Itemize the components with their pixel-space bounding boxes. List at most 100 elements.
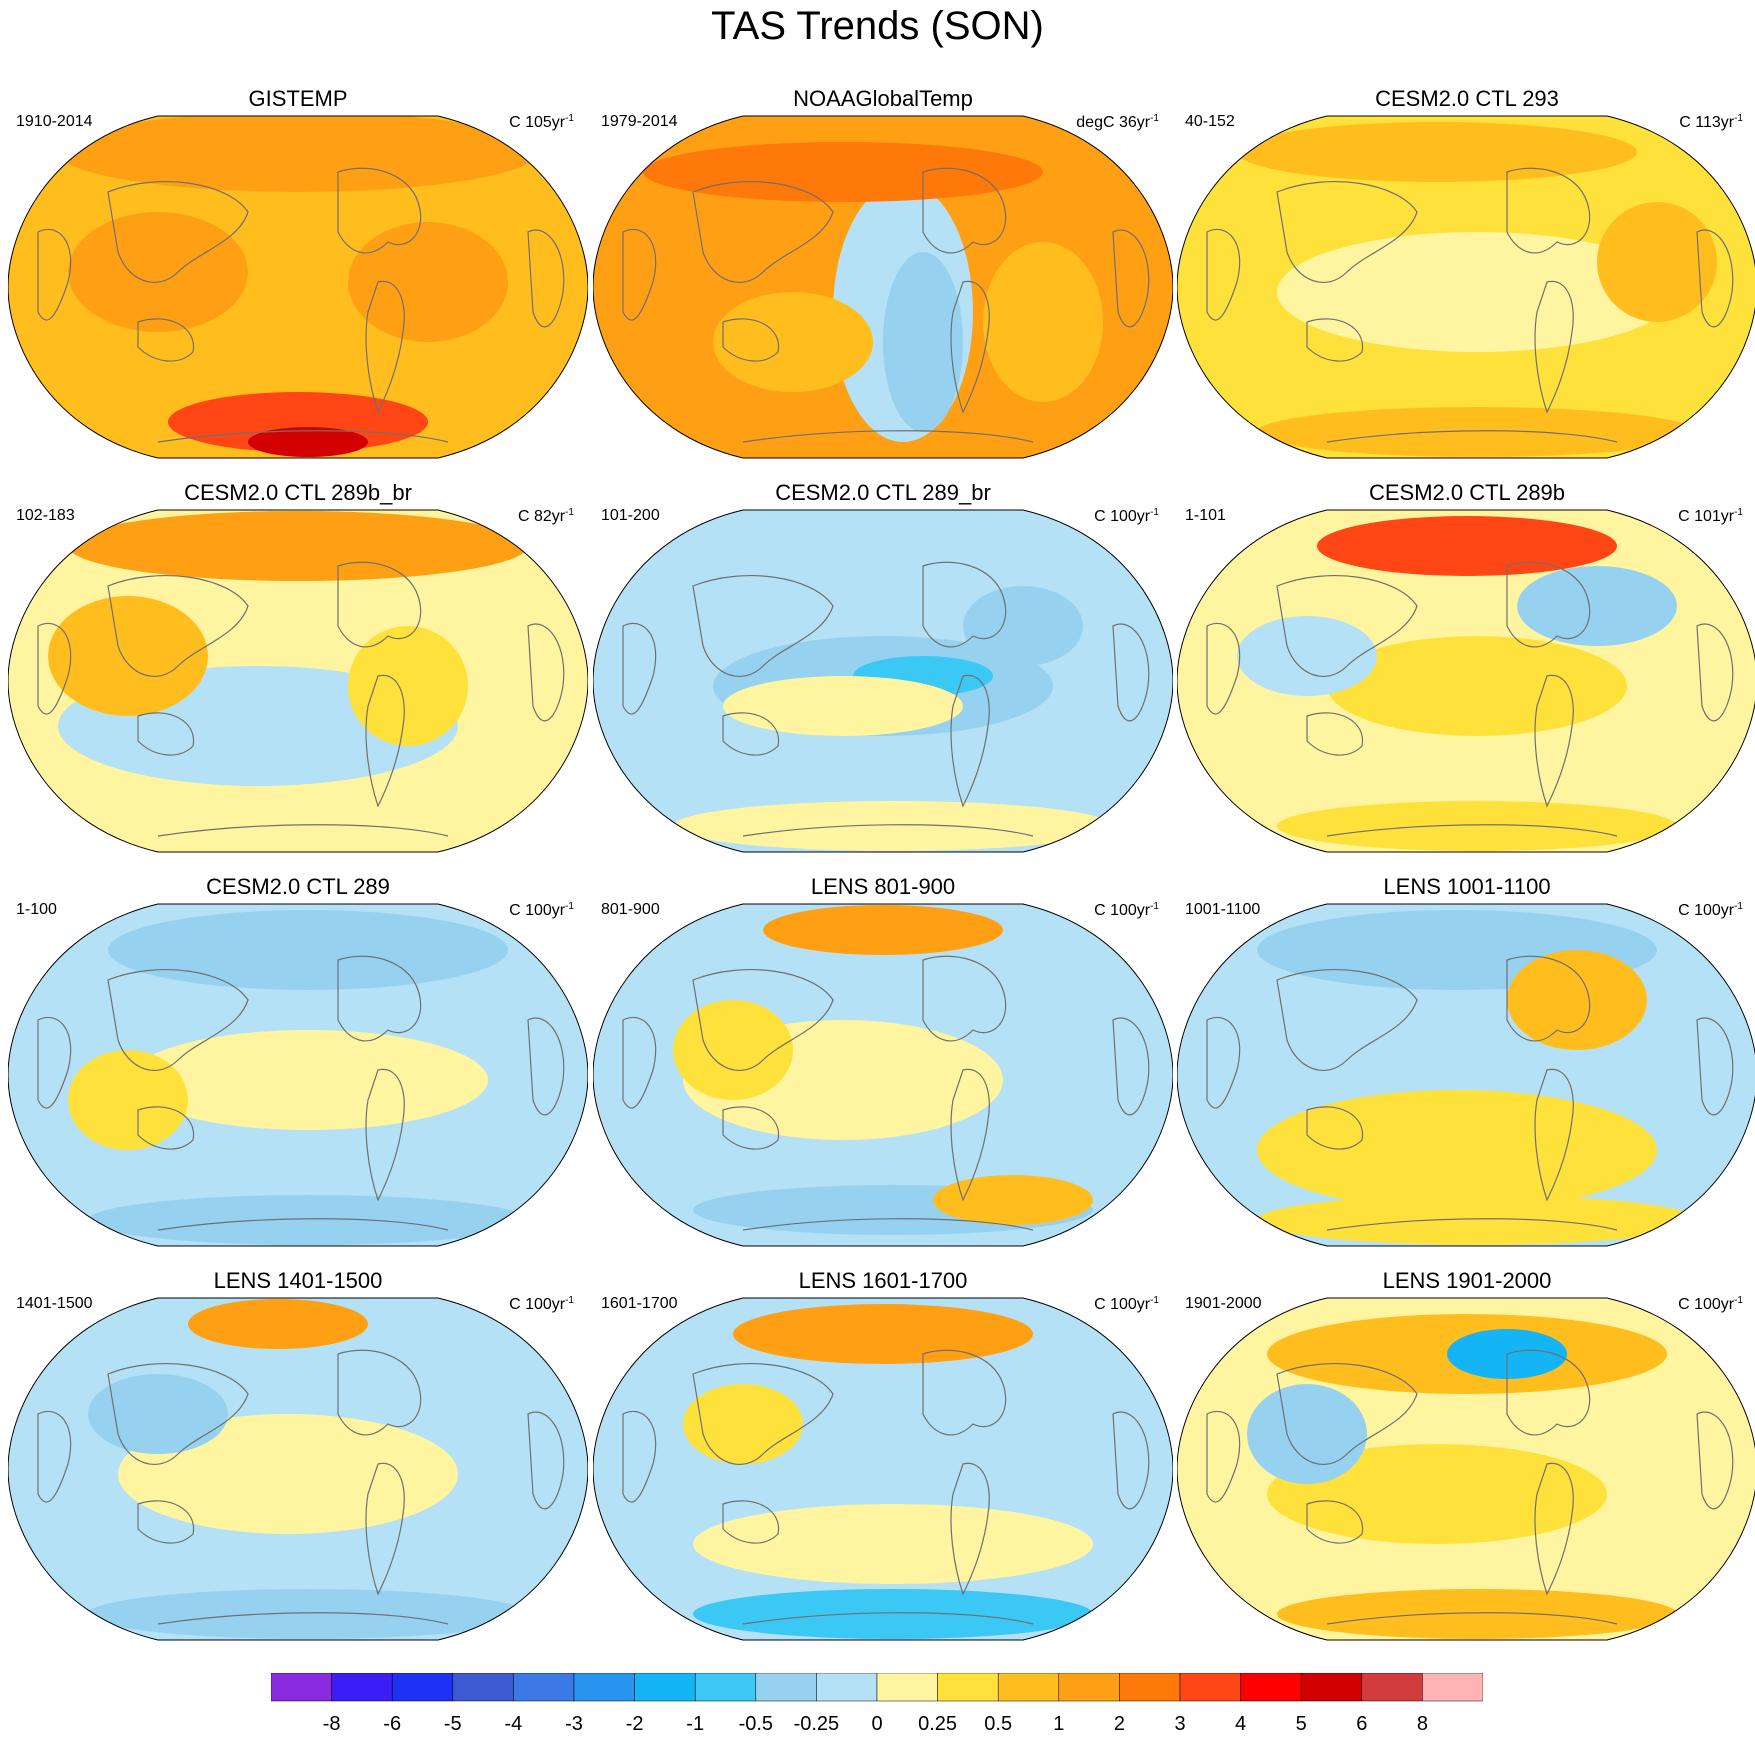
- robinson-map: [8, 509, 588, 853]
- colorbar-swatch: [1119, 1673, 1181, 1702]
- map-panel: GISTEMP 1910-2014 C 105yr-1: [8, 86, 588, 481]
- panel-title: CESM2.0 CTL 289b_br: [184, 480, 412, 505]
- colorbar-tick-label: 5: [1295, 1713, 1307, 1735]
- colorbar-tick-label: -0.25: [793, 1713, 840, 1735]
- colorbar-tick-label: 0.5: [984, 1713, 1013, 1735]
- colorbar-swatch: [876, 1673, 938, 1702]
- panel-period-label: 40-152: [1185, 113, 1235, 130]
- robinson-map: [1177, 115, 1755, 459]
- panel-units-label: C 101yr-1: [1678, 507, 1743, 525]
- map-panel: CESM2.0 CTL 289b_br 102-183 C 82yr-1: [8, 480, 588, 875]
- panel-period-label: 1910-2014: [16, 113, 93, 130]
- panel-title: LENS 1901-2000: [1382, 1268, 1552, 1293]
- robinson-map: [1177, 1297, 1755, 1641]
- colorbar-swatch: [694, 1673, 757, 1702]
- colorbar-tick-label: -4: [504, 1713, 523, 1735]
- panel-units-label: C 100yr-1: [509, 1295, 574, 1313]
- panel-units-label: C 100yr-1: [1094, 1295, 1159, 1313]
- panel-period-label: 1-100: [16, 901, 57, 918]
- robinson-map: [593, 509, 1173, 853]
- panel-period-label: 1-101: [1185, 507, 1226, 524]
- colorbar-tick-label: 4: [1235, 1713, 1247, 1735]
- colorbar-swatch: [1361, 1673, 1423, 1702]
- panel-period-label: 102-183: [16, 507, 75, 524]
- panel-title: LENS 1001-1100: [1383, 874, 1551, 899]
- colorbar-swatch: [452, 1673, 514, 1702]
- colorbar-swatch: [755, 1673, 817, 1702]
- colorbar-tick-label: 2: [1113, 1713, 1125, 1735]
- colorbar-tick-label: -1: [686, 1713, 705, 1735]
- map-panel: CESM2.0 CTL 289_br 101-200 C 100yr-1: [593, 480, 1173, 875]
- colorbar-tick-label: 8: [1416, 1713, 1428, 1735]
- colorbar-swatch: [271, 1673, 332, 1702]
- panel-title: LENS 1601-1700: [798, 1268, 968, 1293]
- colorbar-tick-label: 0.25: [918, 1713, 958, 1735]
- panel-units-label: C 113yr-1: [1679, 113, 1743, 131]
- robinson-map: [1177, 903, 1755, 1247]
- panel-units-label: degC 36yr-1: [1076, 113, 1159, 131]
- colorbar-tick-label: 1: [1053, 1713, 1065, 1735]
- colorbar-swatch: [816, 1673, 878, 1702]
- robinson-map: [593, 903, 1173, 1247]
- panel-title: GISTEMP: [248, 86, 348, 111]
- map-panel: NOAAGlobalTemp 1979-2014 degC 36yr-1: [593, 86, 1173, 481]
- panel-units-label: C 100yr-1: [1678, 1295, 1743, 1313]
- panel-period-label: 1601-1700: [601, 1295, 678, 1312]
- colorbar-tick-label: 3: [1174, 1713, 1186, 1735]
- robinson-map: [8, 1297, 588, 1641]
- colorbar-swatch: [573, 1673, 635, 1702]
- robinson-map: [8, 115, 588, 459]
- colorbar: [271, 1673, 1483, 1702]
- panel-title: LENS 801-900: [810, 874, 956, 899]
- panel-units-label: C 100yr-1: [1094, 507, 1159, 525]
- panel-title: CESM2.0 CTL 289_br: [775, 480, 991, 505]
- colorbar-tick-label: -2: [625, 1713, 644, 1735]
- colorbar-swatch: [997, 1673, 1060, 1702]
- map-panel: LENS 1901-2000 1901-2000 C 100yr-1: [1177, 1268, 1755, 1663]
- robinson-map: [8, 903, 588, 1247]
- panel-period-label: 1979-2014: [601, 113, 678, 130]
- colorbar-swatch: [634, 1673, 696, 1702]
- colorbar-tick-label: 0: [871, 1713, 883, 1735]
- colorbar-swatch: [513, 1673, 575, 1702]
- robinson-map: [593, 115, 1173, 459]
- panel-units-label: C 100yr-1: [1678, 901, 1743, 919]
- panel-title: NOAAGlobalTemp: [793, 86, 973, 111]
- panel-units-label: C 100yr-1: [1094, 901, 1159, 919]
- robinson-map: [593, 1297, 1173, 1641]
- map-panel: CESM2.0 CTL 289b 1-101 C 101yr-1: [1177, 480, 1755, 875]
- colorbar-swatch: [1300, 1673, 1363, 1702]
- panel-title: CESM2.0 CTL 289b: [1368, 480, 1566, 505]
- panel-units-label: C 100yr-1: [509, 901, 574, 919]
- figure-title: TAS Trends (SON): [711, 4, 1044, 48]
- map-panel: CESM2.0 CTL 293 40-152 C 113yr-1: [1177, 86, 1755, 481]
- colorbar-swatch: [331, 1673, 393, 1702]
- colorbar-swatch: [937, 1673, 999, 1702]
- map-panel: CESM2.0 CTL 289 1-100 C 100yr-1: [8, 874, 588, 1269]
- panel-period-label: 101-200: [601, 507, 660, 524]
- colorbar-swatch: [1422, 1673, 1483, 1702]
- panel-units-label: C 105yr-1: [509, 113, 574, 131]
- colorbar-tick-label: -8: [322, 1713, 341, 1735]
- map-panel: LENS 801-900 801-900 C 100yr-1: [593, 874, 1173, 1269]
- panel-period-label: 1401-1500: [16, 1295, 93, 1312]
- colorbar-swatch: [1179, 1673, 1241, 1702]
- panel-title: LENS 1401-1500: [213, 1268, 383, 1293]
- panel-units-label: C 82yr-1: [517, 507, 574, 525]
- colorbar-tick-label: -5: [443, 1713, 462, 1735]
- colorbar-tick-label: -0.5: [738, 1713, 774, 1735]
- colorbar-tick-label: 6: [1356, 1713, 1368, 1735]
- map-panel: LENS 1601-1700 1601-1700 C 100yr-1: [593, 1268, 1173, 1663]
- colorbar-tick-label: -6: [383, 1713, 402, 1735]
- panel-period-label: 1901-2000: [1185, 1295, 1262, 1312]
- map-panel: LENS 1001-1100 1001-1100 C 100yr-1: [1177, 874, 1755, 1269]
- robinson-map: [1177, 509, 1755, 853]
- colorbar-swatch: [391, 1673, 454, 1702]
- colorbar-swatch: [1240, 1673, 1302, 1702]
- panel-period-label: 1001-1100: [1185, 901, 1261, 918]
- panel-title: CESM2.0 CTL 289: [206, 874, 390, 899]
- colorbar-tick-label: -3: [565, 1713, 583, 1735]
- map-panel: LENS 1401-1500 1401-1500 C 100yr-1: [8, 1268, 588, 1663]
- panel-period-label: 801-900: [601, 901, 660, 918]
- panel-title: CESM2.0 CTL 293: [1375, 86, 1559, 111]
